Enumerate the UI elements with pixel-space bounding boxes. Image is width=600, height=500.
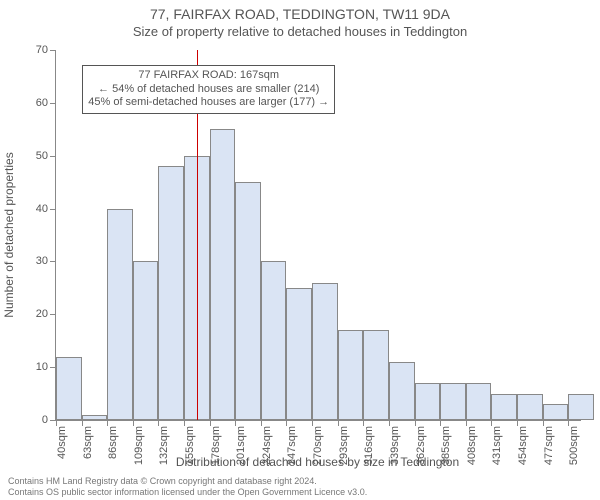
y-tick-label: 40: [36, 203, 48, 215]
x-axis-label: Distribution of detached houses by size …: [55, 455, 580, 469]
histogram-bar: [82, 415, 108, 420]
footer-line-1: Contains HM Land Registry data © Crown c…: [8, 476, 367, 487]
histogram-bar: [389, 362, 415, 420]
histogram-bar: [440, 383, 466, 420]
plot-area: 01020304050607040sqm63sqm86sqm109sqm132s…: [55, 50, 581, 421]
histogram-bar: [210, 129, 236, 420]
histogram-bar: [56, 357, 82, 420]
annotation-box: 77 FAIRFAX ROAD: 167sqm← 54% of detached…: [82, 65, 335, 114]
y-tick-label: 10: [36, 361, 48, 373]
y-tick-label: 70: [36, 44, 48, 56]
histogram-bar: [107, 209, 133, 420]
y-tick: [50, 50, 56, 51]
annotation-line: 45% of semi-detached houses are larger (…: [88, 96, 329, 110]
histogram-bar: [133, 261, 159, 420]
histogram-bar: [568, 394, 594, 420]
chart-container: 77, FAIRFAX ROAD, TEDDINGTON, TW11 9DA S…: [0, 0, 600, 500]
histogram-bar: [261, 261, 287, 420]
histogram-bar: [158, 166, 184, 420]
y-tick: [50, 261, 56, 262]
histogram-bar: [466, 383, 492, 420]
histogram-bar: [286, 288, 312, 420]
histogram-bar: [517, 394, 543, 420]
y-tick-label: 0: [42, 414, 48, 426]
y-tick-label: 50: [36, 150, 48, 162]
y-tick: [50, 314, 56, 315]
chart-title-main: 77, FAIRFAX ROAD, TEDDINGTON, TW11 9DA: [0, 6, 600, 22]
footer-attribution: Contains HM Land Registry data © Crown c…: [8, 476, 367, 498]
histogram-bar: [543, 404, 569, 420]
annotation-line: ← 54% of detached houses are smaller (21…: [88, 83, 329, 97]
y-axis-label: Number of detached properties: [2, 50, 22, 420]
histogram-bar: [491, 394, 517, 420]
annotation-line: 77 FAIRFAX ROAD: 167sqm: [88, 69, 329, 83]
y-tick: [50, 156, 56, 157]
histogram-bar: [338, 330, 364, 420]
y-tick-label: 60: [36, 97, 48, 109]
y-tick: [50, 103, 56, 104]
histogram-bar: [415, 383, 441, 420]
y-tick-label: 30: [36, 255, 48, 267]
chart-title-sub: Size of property relative to detached ho…: [0, 24, 600, 39]
footer-line-2: Contains OS public sector information li…: [8, 487, 367, 498]
histogram-bar: [363, 330, 389, 420]
y-tick: [50, 209, 56, 210]
histogram-bar: [235, 182, 261, 420]
histogram-bar: [312, 283, 338, 420]
y-tick-label: 20: [36, 308, 48, 320]
